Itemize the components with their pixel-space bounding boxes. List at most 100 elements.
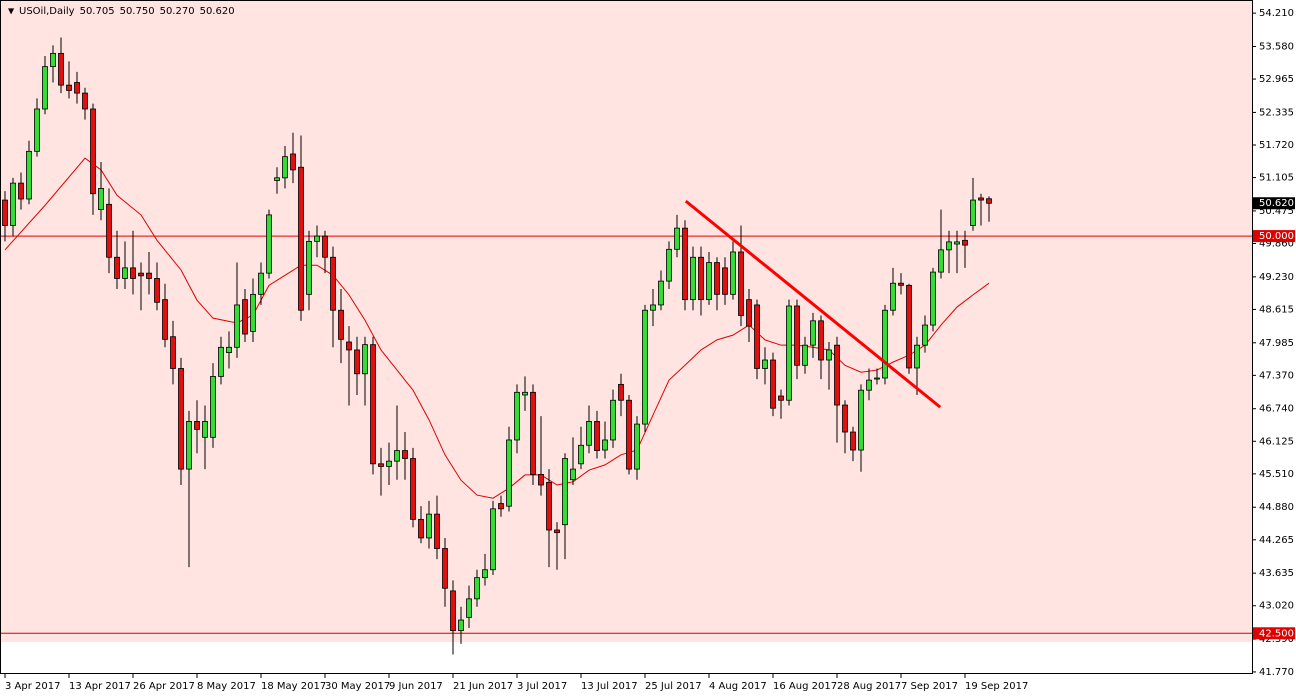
candle-body xyxy=(826,349,832,361)
candle-body xyxy=(378,463,384,467)
candle-body xyxy=(290,153,296,171)
candle-body xyxy=(834,344,840,406)
candle-body xyxy=(762,359,768,369)
candle-body xyxy=(442,548,448,589)
candle-body xyxy=(658,280,664,306)
candle-body xyxy=(946,241,952,251)
candle-body xyxy=(666,248,672,282)
candle-body xyxy=(754,304,760,369)
quote-value: 50.620 xyxy=(200,6,235,17)
x-tick-label: 3 Apr 2017 xyxy=(5,681,60,692)
candle-body xyxy=(770,359,776,409)
candle-body xyxy=(346,341,352,351)
candle-body xyxy=(738,251,744,316)
candle-body xyxy=(106,203,112,258)
candle-body xyxy=(274,177,280,181)
candle-body xyxy=(730,251,736,295)
candle-body xyxy=(178,368,184,470)
y-tick-label: 41.770 xyxy=(1259,667,1294,678)
x-tick-label: 8 May 2017 xyxy=(197,681,256,692)
candle-body xyxy=(466,598,472,618)
y-tick-label: 44.265 xyxy=(1259,535,1294,546)
candle-body xyxy=(938,249,944,273)
y-tick-label: 42.390 xyxy=(1259,634,1294,645)
y-tick-label: 51.105 xyxy=(1259,173,1294,184)
candle-body xyxy=(786,305,792,401)
y-tick-label: 50.475 xyxy=(1259,206,1294,217)
candle-body xyxy=(34,108,40,152)
candle-body xyxy=(242,299,248,335)
candle-body xyxy=(602,439,608,451)
candle-body xyxy=(778,395,784,401)
candle-body xyxy=(626,399,632,470)
candle-body xyxy=(914,344,920,369)
plot-frame xyxy=(0,0,1253,674)
chart-title: USOil,Daily xyxy=(19,6,75,17)
candle-body xyxy=(154,278,160,303)
candle-body xyxy=(882,309,888,379)
candle-body xyxy=(194,421,200,430)
candle-body xyxy=(402,450,408,459)
candle-body xyxy=(474,577,480,600)
candle-body xyxy=(314,235,320,242)
candle-body xyxy=(706,262,712,301)
candle-body xyxy=(2,199,8,226)
x-tick-label: 9 Jun 2017 xyxy=(389,681,443,692)
candle-body xyxy=(570,468,576,481)
candle-body xyxy=(354,349,360,375)
candle-body xyxy=(802,344,808,366)
candle-body xyxy=(634,423,640,470)
x-tick-label: 18 May 2017 xyxy=(261,681,326,692)
candle-body xyxy=(146,272,152,279)
candle-body xyxy=(930,271,936,326)
candle-body xyxy=(650,304,656,311)
candle-body xyxy=(258,272,264,295)
candle-body xyxy=(818,320,824,361)
candle-body xyxy=(250,293,256,332)
level-label-box xyxy=(1253,230,1295,243)
candle-body xyxy=(482,569,488,579)
candle-body xyxy=(82,92,88,110)
candle-body xyxy=(298,166,304,311)
candle-body xyxy=(698,256,704,301)
y-tick-label: 46.125 xyxy=(1259,436,1294,447)
quote-value: 50.750 xyxy=(120,6,155,17)
candle-body xyxy=(514,391,520,441)
candle-body xyxy=(554,529,560,534)
candle-body xyxy=(850,431,856,451)
x-tick-label: 21 Jun 2017 xyxy=(453,681,513,692)
candle-body xyxy=(458,619,464,632)
candle-body xyxy=(282,156,288,179)
x-tick-label: 16 Aug 2017 xyxy=(773,681,837,692)
candle-body xyxy=(594,421,600,451)
candle-body xyxy=(138,272,144,277)
x-tick-label: 13 Apr 2017 xyxy=(69,681,131,692)
x-tick-label: 7 Sep 2017 xyxy=(901,681,958,692)
x-tick-label: 4 Aug 2017 xyxy=(709,681,767,692)
candle-body xyxy=(810,320,816,346)
candle-body xyxy=(842,404,848,433)
candle-body xyxy=(538,474,544,486)
candle-body xyxy=(266,214,272,274)
trendline xyxy=(684,199,942,409)
y-tick-label: 51.720 xyxy=(1259,140,1294,151)
candle-body xyxy=(586,421,592,446)
y-tick-label: 52.335 xyxy=(1259,107,1294,118)
candle-body xyxy=(610,399,616,441)
candle-body xyxy=(58,52,64,86)
candle-body xyxy=(618,383,624,401)
candle-body xyxy=(306,240,312,295)
level-label-box xyxy=(1253,627,1295,640)
candle-body xyxy=(234,304,240,348)
candle-body xyxy=(714,262,720,295)
candle-body xyxy=(522,391,528,396)
candle-body xyxy=(506,439,512,507)
y-tick-label: 46.740 xyxy=(1259,404,1294,415)
candle-body xyxy=(226,346,232,353)
level-label: 50.000 xyxy=(1259,231,1294,242)
x-tick-label: 19 Sep 2017 xyxy=(965,681,1028,692)
quote-value: 50.270 xyxy=(160,6,195,17)
y-tick-label: 45.510 xyxy=(1259,469,1294,480)
dropdown-arrow: ▼ xyxy=(8,7,15,16)
